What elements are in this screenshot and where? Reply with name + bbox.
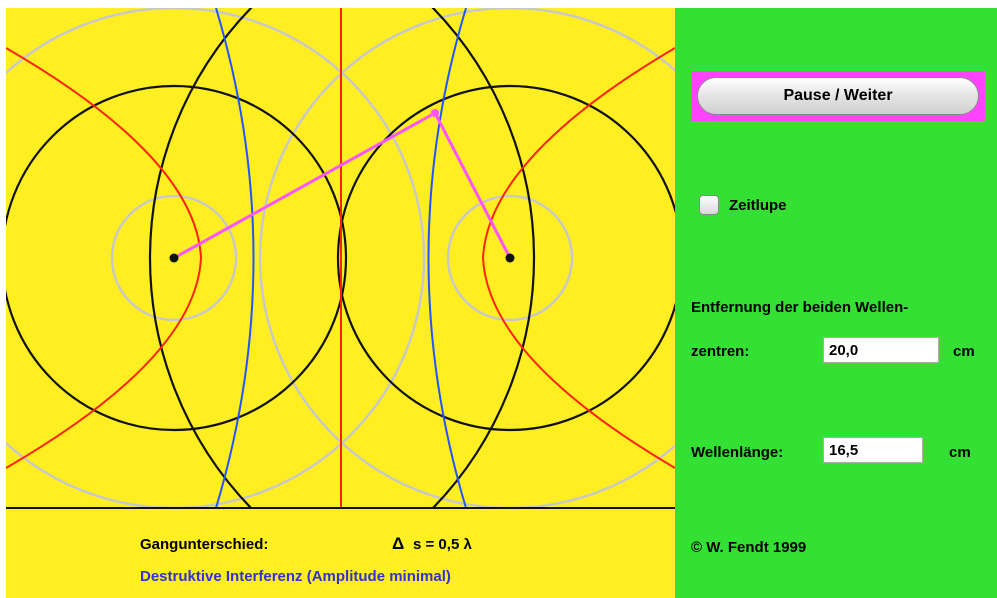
- delta-symbol: Δ: [392, 534, 405, 553]
- interference-result: Destruktive Interferenz (Amplitude minim…: [140, 568, 451, 585]
- pause-button-frame: Pause / Weiter: [691, 71, 985, 121]
- wavelength-unit: cm: [949, 444, 971, 461]
- distance-unit: cm: [953, 343, 975, 360]
- minima-lines: [215, 8, 467, 508]
- path-difference-value: s = 0,5 λ: [413, 536, 472, 553]
- wavelength-input[interactable]: [823, 437, 923, 463]
- wavelength-label: Wellenlänge:: [691, 444, 784, 461]
- wavefront-troughs: [6, 8, 675, 508]
- wave-center-left: [169, 253, 179, 263]
- distance-label-line2: zentren:: [691, 343, 750, 360]
- slow-motion-checkbox[interactable]: [699, 195, 719, 215]
- pause-resume-button[interactable]: Pause / Weiter: [697, 77, 979, 115]
- distance-input[interactable]: [823, 337, 939, 363]
- interference-canvas: [6, 8, 675, 509]
- wave-center-right: [505, 253, 515, 263]
- distance-label-line1: Entfernung der beiden Wellen-: [691, 299, 909, 316]
- simulation-area: Gangunterschied: Δ s = 0,5 λ Destruktive…: [6, 8, 675, 598]
- control-panel: Pause / Weiter Zeitlupe Entfernung der b…: [675, 8, 997, 598]
- maxima-lines: [6, 8, 675, 508]
- observation-point[interactable]: [431, 109, 439, 117]
- copyright-text: © W. Fendt 1999: [691, 539, 807, 556]
- path-difference-label: Gangunterschied:: [140, 536, 269, 553]
- path-lines: [173, 111, 512, 260]
- wavefront-crests: [6, 8, 675, 508]
- slow-motion-label: Zeitlupe: [729, 197, 787, 214]
